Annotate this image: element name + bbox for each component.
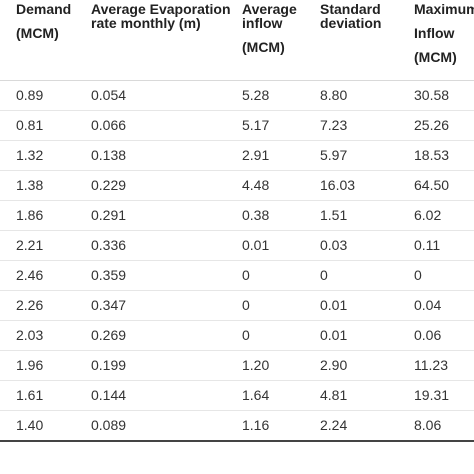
header-maximum: Maximum Inflow (MCM) [414,2,474,64]
cell-inflow: 5.17 [242,117,270,133]
cell-std: 0.01 [320,327,348,343]
cell-evaporation: 0.347 [91,297,127,313]
cell-maximum: 0 [414,267,422,283]
cell-demand: 2.03 [16,327,44,343]
cell-demand: 0.89 [16,87,44,103]
cell-std: 1.51 [320,207,348,223]
cell-evaporation: 0.054 [91,87,127,103]
table-row: 2.03 0.269 0 0.01 0.06 [0,321,474,351]
cell-maximum: 11.23 [414,357,448,373]
header-inflow-line1: Average [242,1,297,17]
cell-inflow: 0 [242,327,250,343]
header-inflow-line2: inflow [242,15,283,31]
table-row: 1.96 0.199 1.20 2.90 11.23 [0,351,474,381]
cell-maximum: 25.26 [414,117,450,133]
cell-demand: 1.40 [16,417,44,433]
cell-evaporation: 0.089 [91,417,127,433]
cell-std: 5.97 [320,147,348,163]
cell-evaporation: 0.359 [91,267,127,283]
header-std: Standard deviation [320,2,381,30]
cell-maximum: 19.31 [414,387,450,403]
cell-demand: 2.26 [16,297,44,313]
cell-evaporation: 0.336 [91,237,127,253]
header-inflow-line3: (MCM) [242,39,285,55]
cell-demand: 1.61 [16,387,44,403]
table-row: 1.38 0.229 4.48 16.03 64.50 [0,171,474,201]
cell-evaporation: 0.138 [91,147,127,163]
cell-inflow: 4.48 [242,177,270,193]
cell-inflow: 0 [242,297,250,313]
cell-demand: 2.21 [16,237,44,253]
header-std-line1: Standard [320,1,381,17]
cell-maximum: 30.58 [414,87,450,103]
cell-inflow: 1.20 [242,357,270,373]
cell-inflow: 0 [242,267,250,283]
data-table: Demand (MCM) Average Evaporation rate mo… [0,0,474,442]
cell-demand: 1.32 [16,147,44,163]
cell-std: 16.03 [320,177,356,193]
cell-inflow: 2.91 [242,147,270,163]
cell-evaporation: 0.199 [91,357,127,373]
table-row: 1.40 0.089 1.16 2.24 8.06 [0,411,474,442]
cell-demand: 2.46 [16,267,44,283]
cell-std: 7.23 [320,117,348,133]
table-row: 0.81 0.066 5.17 7.23 25.26 [0,111,474,141]
cell-std: 2.90 [320,357,348,373]
header-maximum-line3: (MCM) [414,49,457,65]
cell-inflow: 1.64 [242,387,270,403]
cell-std: 0.03 [320,237,348,253]
cell-demand: 1.38 [16,177,44,193]
cell-maximum: 6.02 [414,207,442,223]
header-demand: Demand (MCM) [16,2,71,40]
cell-evaporation: 0.144 [91,387,127,403]
cell-maximum: 8.06 [414,417,442,433]
cell-inflow: 5.28 [242,87,270,103]
table-row: 1.32 0.138 2.91 5.97 18.53 [0,141,474,171]
cell-maximum: 18.53 [414,147,450,163]
header-maximum-line2: Inflow [414,25,455,41]
table-row: 2.21 0.336 0.01 0.03 0.11 [0,231,474,261]
cell-inflow: 1.16 [242,417,270,433]
table-row: 2.26 0.347 0 0.01 0.04 [0,291,474,321]
cell-demand: 0.81 [16,117,44,133]
header-demand-line1: Demand [16,1,72,17]
header-std-line2: deviation [320,15,382,31]
cell-maximum: 0.06 [414,327,442,343]
table-header: Demand (MCM) Average Evaporation rate mo… [0,0,474,81]
cell-evaporation: 0.066 [91,117,127,133]
table-row: 2.46 0.359 0 0 0 [0,261,474,291]
header-evaporation-line1: Average Evaporation [91,1,231,17]
header-demand-line2: (MCM) [16,25,59,41]
cell-demand: 1.86 [16,207,44,223]
cell-std: 8.80 [320,87,348,103]
cell-inflow: 0.38 [242,207,270,223]
cell-evaporation: 0.269 [91,327,127,343]
cell-maximum: 0.11 [414,237,441,253]
table-row: 1.61 0.144 1.64 4.81 19.31 [0,381,474,411]
cell-std: 4.81 [320,387,348,403]
cell-std: 0 [320,267,328,283]
cell-std: 2.24 [320,417,348,433]
header-maximum-line1: Maximum [414,1,474,17]
header-inflow: Average inflow (MCM) [242,2,297,54]
cell-maximum: 64.50 [414,177,450,193]
cell-std: 0.01 [320,297,348,313]
cell-inflow: 0.01 [242,237,270,253]
cell-evaporation: 0.291 [91,207,127,223]
cell-maximum: 0.04 [414,297,442,313]
cell-demand: 1.96 [16,357,44,373]
cell-evaporation: 0.229 [91,177,127,193]
header-evaporation: Average Evaporation rate monthly (m) [91,2,231,30]
table-body: 0.89 0.054 5.28 8.80 30.58 0.81 0.066 5.17 7.23 2… [0,81,474,442]
table-row: 0.89 0.054 5.28 8.80 30.58 [0,81,474,111]
table-row: 1.86 0.291 0.38 1.51 6.02 [0,201,474,231]
header-evaporation-line2: rate monthly (m) [91,15,201,31]
